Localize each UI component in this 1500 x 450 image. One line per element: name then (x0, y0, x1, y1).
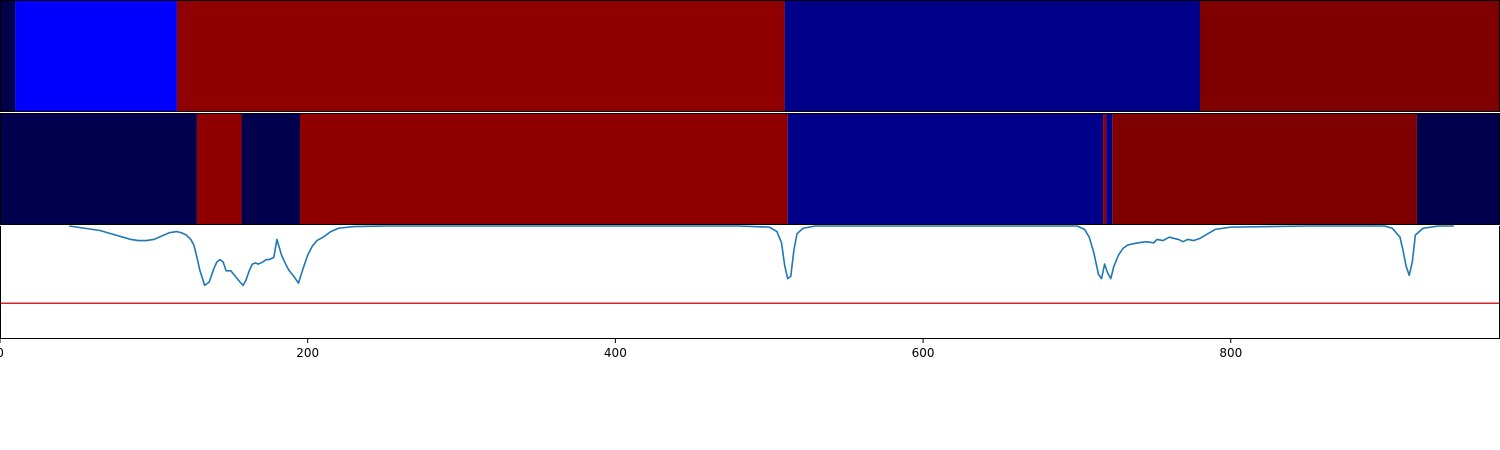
x-tick-label-4: 800 (1219, 346, 1242, 360)
segment-0-2 (176, 0, 785, 112)
segment-1-0 (0, 113, 197, 225)
line-panel-background (0, 226, 1500, 338)
x-tick-label-3: 600 (912, 346, 935, 360)
segment-1-2 (241, 113, 300, 225)
segment-row-middle (0, 113, 1500, 225)
segment-1-6 (1106, 113, 1113, 225)
segment-1-3 (300, 113, 788, 225)
segment-0-1 (15, 0, 177, 112)
series-line-0 (69, 225, 1454, 287)
segment-0-4 (1200, 0, 1500, 112)
x-tick-label-2: 400 (604, 346, 627, 360)
segment-1-1 (196, 113, 242, 225)
x-tick-label-0: 0 (0, 346, 4, 360)
segment-1-5 (1103, 113, 1107, 225)
segment-1-8 (1416, 113, 1500, 225)
segment-0-3 (784, 0, 1200, 112)
x-axis: 0 200 400 600 800 (0, 338, 1500, 360)
line-panel (0, 225, 1500, 338)
x-tick-label-1: 200 (296, 346, 319, 360)
segment-1-4 (787, 113, 1104, 225)
segment-0-0 (0, 0, 16, 112)
segment-row-top (0, 0, 1500, 112)
segment-1-7 (1112, 113, 1417, 225)
